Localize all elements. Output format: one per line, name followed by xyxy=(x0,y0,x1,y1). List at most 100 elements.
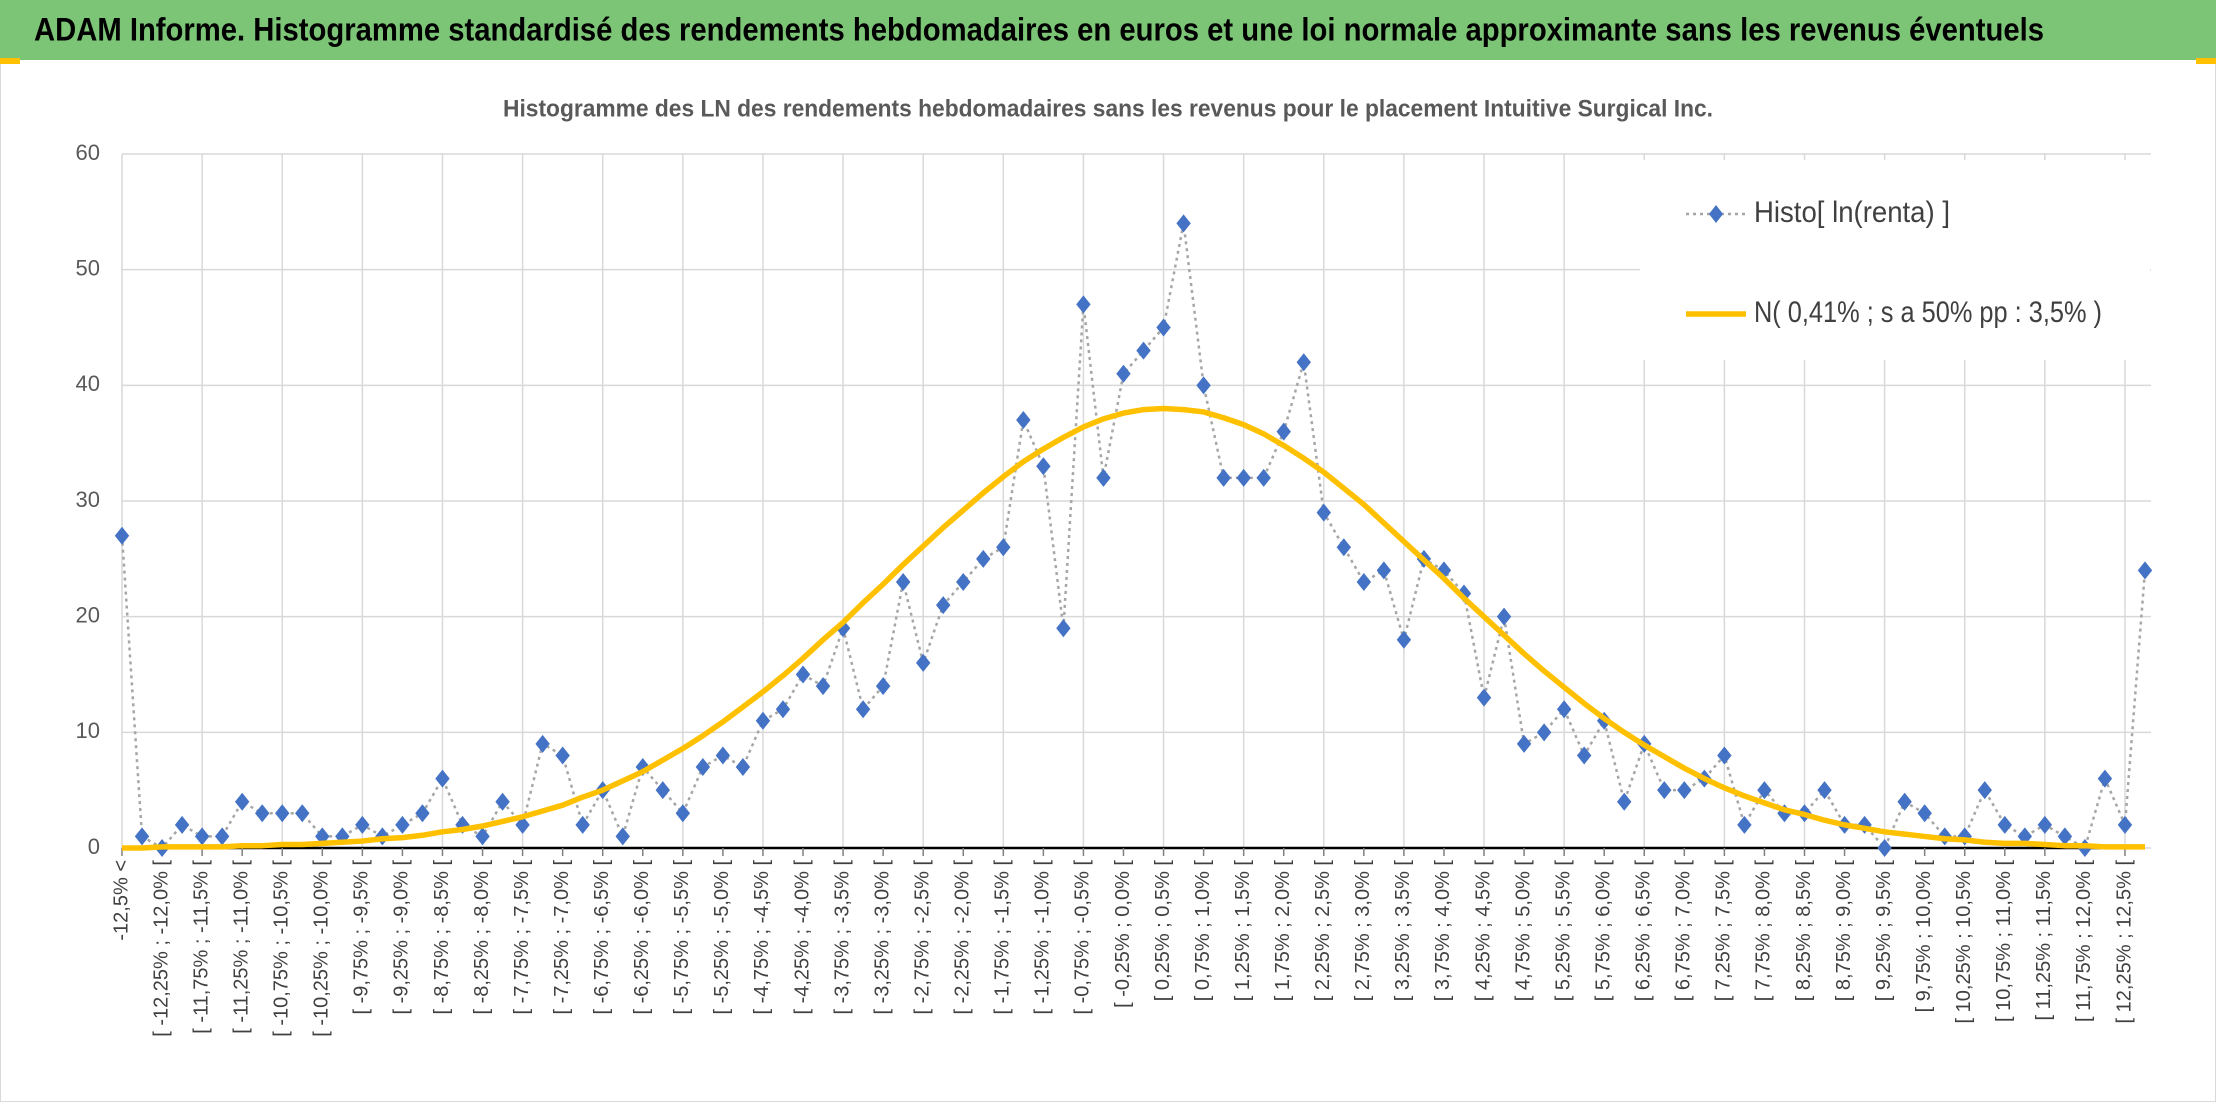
data-point xyxy=(1076,295,1091,314)
data-point xyxy=(1897,792,1912,811)
data-point xyxy=(275,804,290,823)
data-point xyxy=(915,653,931,672)
data-point xyxy=(575,815,590,834)
x-tick-label: [ 6,25% ; 6,5% [ xyxy=(1633,860,1655,1002)
data-point xyxy=(535,734,550,753)
data-point xyxy=(1877,839,1892,857)
data-point xyxy=(2137,561,2153,580)
data-point xyxy=(1817,781,1832,800)
data-point xyxy=(615,827,630,846)
data-point xyxy=(835,619,851,638)
data-point xyxy=(1476,688,1492,707)
data-point xyxy=(1436,561,1452,580)
data-point xyxy=(936,596,951,615)
corner-accent xyxy=(2196,58,2216,64)
x-tick-label: [ -11,25% ; -11,0% [ xyxy=(230,860,252,1034)
legend-box xyxy=(1640,160,2150,360)
x-tick-label: [ 5,75% ; 6,0% [ xyxy=(1592,860,1614,1002)
data-point xyxy=(635,758,650,777)
x-tick-label: [ 4,25% ; 4,5% [ xyxy=(1472,860,1494,1002)
data-point xyxy=(855,700,871,719)
x-tick-label: [ 10,25% ; 10,5% [ xyxy=(1953,860,1975,1024)
y-tick-label: 40 xyxy=(76,371,100,396)
x-tick-label: [ 2,25% ; 2,5% [ xyxy=(1312,860,1334,1002)
data-point xyxy=(1977,781,1992,800)
x-tick-label: [ 0,25% ; 0,5% [ xyxy=(1152,860,1174,1002)
x-tick-label: [ -12,25% ; -12,0% [ xyxy=(150,860,172,1037)
x-tick-label: [ 7,25% ; 7,5% [ xyxy=(1713,860,1735,1002)
data-point xyxy=(775,700,791,719)
series-line xyxy=(122,405,2145,851)
data-point xyxy=(1556,700,1572,719)
x-tick-label: [ 9,25% ; 9,5% [ xyxy=(1873,860,1895,1002)
data-point xyxy=(976,549,991,568)
data-point xyxy=(1717,746,1732,765)
data-point xyxy=(1496,607,1512,626)
data-point xyxy=(2117,815,2133,834)
data-point xyxy=(1136,341,1151,360)
x-tick-label: [ -5,75% ; -5,5% [ xyxy=(671,860,693,1015)
x-tick-label: [ 2,75% ; 3,0% [ xyxy=(1352,860,1374,1002)
legend-label: N( 0,41% ; s a 50% pp : 3,5% ) xyxy=(1754,296,2102,329)
x-tick-label: [ 11,25% ; 11,5% [ xyxy=(2033,860,2055,1021)
data-point xyxy=(1536,723,1552,742)
header-title: ADAM Informe. Histogramme standardisé de… xyxy=(34,11,2044,47)
data-point xyxy=(735,758,751,777)
data-point xyxy=(895,572,911,591)
data-point xyxy=(194,827,210,846)
data-point xyxy=(956,572,971,591)
data-point xyxy=(1356,572,1372,591)
y-tick-label: 10 xyxy=(76,718,100,743)
x-tick-label: [ -11,75% ; -11,5% [ xyxy=(190,860,212,1034)
x-tick-label: [ 3,25% ; 3,5% [ xyxy=(1392,860,1414,1002)
data-point xyxy=(795,665,811,684)
x-tick-label: [ 3,75% ; 4,0% [ xyxy=(1432,860,1454,1002)
data-point xyxy=(1216,468,1231,487)
data-point xyxy=(435,769,450,788)
data-point xyxy=(875,677,891,696)
data-point xyxy=(1657,781,1672,800)
data-point xyxy=(495,792,510,811)
x-tick-label: [ -6,75% ; -6,5% [ xyxy=(591,860,613,1015)
data-point xyxy=(355,815,370,834)
data-point xyxy=(1316,503,1331,522)
data-point xyxy=(715,746,731,765)
x-tick-label: [ -6,25% ; -6,0% [ xyxy=(631,860,653,1015)
data-point xyxy=(2037,815,2053,834)
data-point xyxy=(1917,804,1932,823)
data-point xyxy=(214,827,230,846)
data-point xyxy=(1016,411,1031,430)
data-point xyxy=(395,815,410,834)
data-point xyxy=(1576,746,1592,765)
x-tick-label: [ -0,75% ; -0,5% [ xyxy=(1072,860,1094,1015)
x-tick-label: [ 0,75% ; 1,0% [ xyxy=(1192,860,1214,1002)
x-tick-label: [ -2,25% ; -2,0% [ xyxy=(952,860,974,1015)
data-point xyxy=(1036,457,1051,476)
data-point xyxy=(134,827,150,846)
header-bar xyxy=(0,0,2216,60)
x-tick-label: [ -10,75% ; -10,5% [ xyxy=(271,860,293,1037)
data-point xyxy=(1396,630,1412,649)
x-tick-label: [ -3,75% ; -3,5% [ xyxy=(831,860,853,1015)
x-tick-label: [ -0,25% ; 0,0% [ xyxy=(1112,860,1134,1008)
x-tick-label: [ -7,25% ; -7,0% [ xyxy=(551,860,573,1015)
data-point xyxy=(1516,734,1532,753)
data-point xyxy=(1336,538,1352,557)
data-point xyxy=(1116,364,1131,383)
x-tick-label: [ 1,25% ; 1,5% [ xyxy=(1232,860,1254,1002)
data-point xyxy=(1156,318,1171,337)
corner-accent xyxy=(0,58,20,64)
data-point xyxy=(234,792,250,811)
x-tick-label: -12,5% < xyxy=(110,860,132,941)
data-point xyxy=(1757,781,1772,800)
x-tick-label: [ -9,75% ; -9,5% [ xyxy=(351,860,373,1015)
data-point xyxy=(1296,353,1311,372)
y-tick-label: 20 xyxy=(76,602,100,627)
data-point xyxy=(174,815,190,834)
data-point xyxy=(2097,769,2113,788)
data-point xyxy=(996,538,1011,557)
x-tick-label: [ 1,75% ; 2,0% [ xyxy=(1272,860,1294,1002)
x-tick-label: [ 11,75% ; 12,0% [ xyxy=(2073,860,2095,1022)
y-tick-label: 50 xyxy=(76,255,100,280)
